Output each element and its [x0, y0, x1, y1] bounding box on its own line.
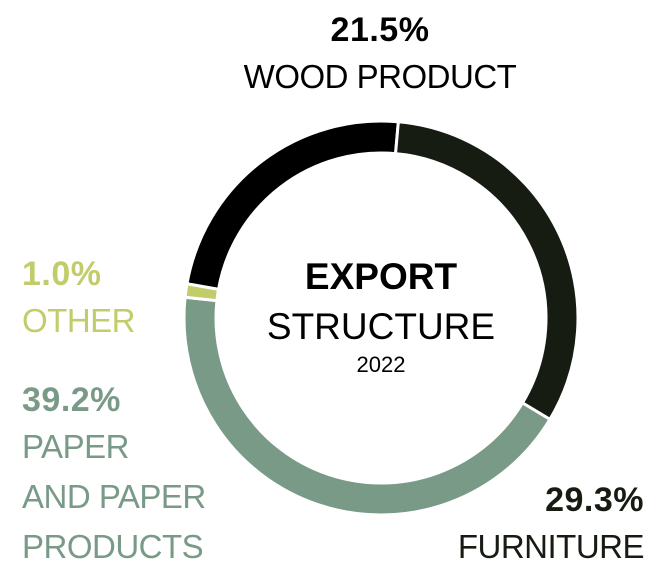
category-label: FURNITURE [457, 528, 645, 566]
category-label: WOOD PRODUCT [243, 58, 517, 96]
chart-year: 2022 [356, 352, 406, 377]
category-label: OTHER [22, 302, 136, 340]
donut-segment [183, 282, 221, 303]
chart-subtitle: STRUCTURE [266, 306, 496, 347]
chart-title: EXPORT [304, 256, 458, 297]
segment-label: 29.3% FURNITURE [384, 478, 645, 572]
value-label: 39.2% [22, 381, 121, 419]
value-label: 29.3% [545, 481, 644, 519]
category-label: PAPER AND PAPER PRODUCTS [22, 428, 206, 566]
value-label: 1.0% [22, 255, 102, 293]
segment-label: 1.0% OTHER [22, 252, 222, 346]
segment-label: 39.2% PAPER AND PAPER PRODUCTS [22, 378, 222, 572]
segment-label: 21.5% WOOD PRODUCT [180, 8, 580, 102]
value-label: 21.5% [330, 11, 430, 49]
